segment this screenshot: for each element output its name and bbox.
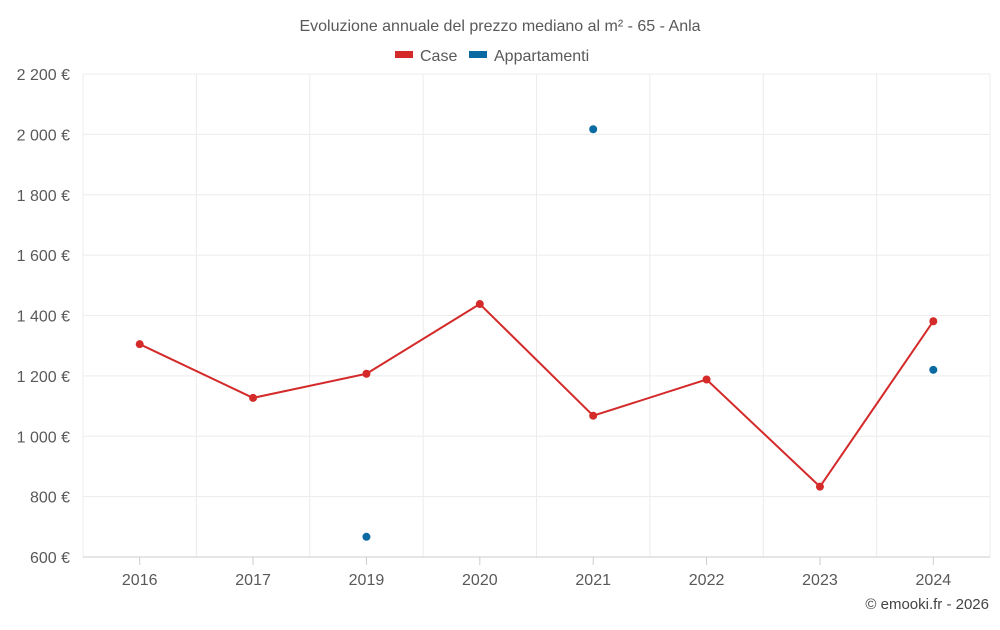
x-tick-label: 2019 — [349, 572, 385, 589]
credit-text: © emooki.fr - 2026 — [865, 596, 989, 613]
x-tick-label: 2017 — [235, 572, 271, 589]
data-point-case-2016[interactable] — [135, 340, 144, 349]
y-tick-label: 1 000 € — [17, 429, 70, 446]
legend-label-appartamenti: Appartamenti — [494, 48, 589, 65]
legend-item-case[interactable]: Case — [395, 48, 457, 65]
y-tick-label: 800 € — [30, 490, 70, 507]
y-tick-label: 2 000 € — [17, 127, 70, 144]
legend-item-appartamenti[interactable]: Appartamenti — [469, 48, 589, 65]
data-point-appartamenti-2019[interactable] — [362, 532, 371, 541]
data-point-case-2019[interactable] — [362, 369, 371, 378]
x-tick-label: 2020 — [462, 572, 498, 589]
series — [135, 125, 938, 541]
x-tick-label: 2016 — [122, 572, 158, 589]
y-tick-label: 1 800 € — [17, 188, 70, 205]
series-appartamenti — [362, 125, 938, 541]
data-point-case-2017[interactable] — [249, 393, 258, 402]
data-point-case-2020[interactable] — [475, 300, 484, 309]
data-point-case-2021[interactable] — [589, 411, 598, 420]
grid — [82, 73, 991, 558]
data-point-appartamenti-2024[interactable] — [929, 365, 938, 374]
legend-label-case: Case — [420, 48, 457, 65]
y-tick-label: 1 400 € — [17, 309, 70, 326]
y-axis: 600 € 800 € 1 000 € 1 200 € 1 400 € 1 600 € 1 … — [17, 67, 70, 567]
data-point-case-2023[interactable] — [815, 482, 824, 491]
x-tick-label: 2022 — [689, 572, 725, 589]
data-point-appartamenti-2021[interactable] — [589, 125, 598, 134]
series-case — [135, 300, 938, 491]
y-tick-label: 1 600 € — [17, 248, 70, 265]
x-tick-label: 2023 — [802, 572, 838, 589]
legend-swatch-case — [395, 51, 413, 58]
data-point-case-2024[interactable] — [929, 317, 938, 326]
y-tick-label: 600 € — [30, 550, 70, 567]
x-axis: 2016 2017 2019 2020 2021 2022 2023 2024 — [83, 556, 990, 589]
legend-swatch-appartamenti — [469, 51, 487, 58]
x-tick-label: 2021 — [575, 572, 611, 589]
legend: Case Appartamenti — [395, 48, 589, 65]
x-tick-label: 2024 — [916, 572, 952, 589]
data-point-case-2022[interactable] — [702, 375, 711, 384]
y-tick-label: 2 200 € — [17, 67, 70, 84]
y-tick-label: 1 200 € — [17, 369, 70, 386]
chart-title: Evoluzione annuale del prezzo mediano al… — [299, 18, 700, 35]
series-line-case — [139, 303, 935, 488]
